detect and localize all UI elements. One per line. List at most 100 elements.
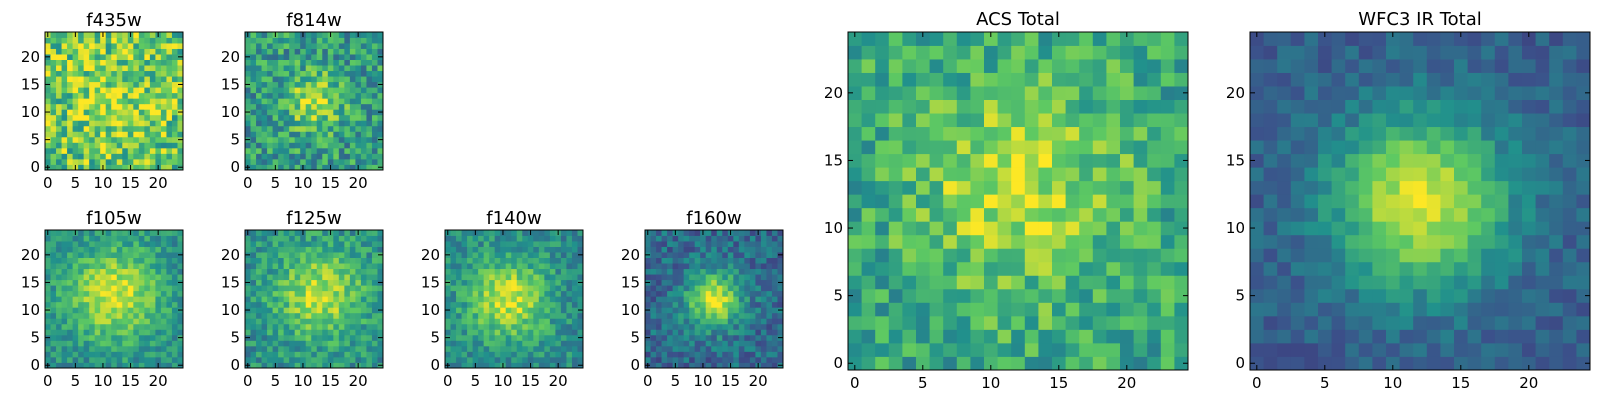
heatmap-cell xyxy=(327,351,334,358)
heatmap-cell xyxy=(311,98,318,105)
heatmap-cell xyxy=(984,126,998,141)
heatmap-cell xyxy=(61,334,68,341)
heatmap-cell xyxy=(256,153,262,160)
heatmap-cell xyxy=(1263,261,1278,276)
heatmap-cell xyxy=(360,279,367,286)
heatmap-cell xyxy=(760,301,767,308)
heatmap-cell xyxy=(166,230,173,236)
heatmap-cell xyxy=(133,48,140,55)
heatmap-cell xyxy=(1038,126,1053,141)
heatmap-cell xyxy=(94,131,101,138)
heatmap-cell xyxy=(1133,302,1148,317)
heatmap-cell xyxy=(705,274,712,281)
heatmap-cell xyxy=(771,345,778,352)
heatmap-cell xyxy=(177,76,184,83)
heatmap-cell xyxy=(300,153,307,160)
heatmap-cell xyxy=(144,257,151,264)
heatmap-cell xyxy=(344,274,351,281)
heatmap-cell xyxy=(1304,248,1319,263)
heatmap-cell xyxy=(1277,207,1292,222)
x-tick-label: 5 xyxy=(271,174,281,192)
heatmap-cell xyxy=(472,235,479,242)
heatmap-cell xyxy=(456,334,462,341)
heatmap-cell xyxy=(544,257,551,264)
heatmap-cell xyxy=(289,87,296,94)
heatmap-cell xyxy=(283,334,290,341)
heatmap-cell xyxy=(771,318,778,325)
heatmap-cell xyxy=(111,131,118,138)
heatmap-cell xyxy=(360,37,367,44)
heatmap-cell xyxy=(105,43,112,49)
heatmap-cell xyxy=(371,263,378,270)
heatmap-cell xyxy=(144,70,151,77)
heatmap-cell xyxy=(1290,221,1305,236)
heatmap-cell xyxy=(956,45,971,60)
heatmap-cell xyxy=(300,70,307,77)
heatmap-cell xyxy=(450,301,457,308)
heatmap-cell xyxy=(916,113,930,128)
heatmap-cell xyxy=(544,318,551,325)
heatmap-cell xyxy=(516,356,523,363)
heatmap-cell xyxy=(667,263,673,270)
heatmap-cell xyxy=(483,268,490,275)
heatmap-cell xyxy=(171,323,178,330)
heatmap-cell xyxy=(133,87,140,94)
heatmap-cell xyxy=(78,252,85,258)
heatmap-cell xyxy=(1065,99,1080,114)
heatmap-cell xyxy=(467,318,473,325)
heatmap-cell xyxy=(371,285,378,292)
heatmap-cell xyxy=(1011,207,1026,222)
heatmap-cell xyxy=(360,43,367,49)
heatmap-cell xyxy=(155,147,162,154)
heatmap-cell xyxy=(344,59,351,66)
heatmap-cell xyxy=(689,235,696,242)
heatmap-cell xyxy=(344,323,351,330)
heatmap-cell xyxy=(166,279,173,286)
heatmap-cell xyxy=(267,252,273,258)
heatmap-cell xyxy=(338,279,345,286)
heatmap-cell xyxy=(744,362,751,369)
heatmap-cell xyxy=(294,87,301,94)
heatmap-cell xyxy=(771,351,778,358)
heatmap-cell xyxy=(527,312,534,319)
heatmap-cell xyxy=(305,235,312,242)
heatmap-cell xyxy=(371,356,378,363)
heatmap-cell xyxy=(261,54,268,60)
heatmap-cell xyxy=(94,268,101,275)
heatmap-cell xyxy=(1508,342,1523,357)
heatmap-cell xyxy=(349,43,356,49)
heatmap-cell xyxy=(1522,167,1536,182)
heatmap-cell xyxy=(467,285,473,292)
heatmap-cell xyxy=(1562,180,1577,195)
heatmap-cell xyxy=(155,235,162,242)
heatmap-cell xyxy=(377,120,384,127)
heatmap-cell xyxy=(450,268,457,275)
heatmap-cell xyxy=(45,351,51,358)
heatmap-cell xyxy=(127,131,134,138)
heatmap-cell xyxy=(355,37,362,44)
heatmap-cell xyxy=(122,125,129,132)
heatmap-cell xyxy=(1386,248,1400,263)
heatmap-cell xyxy=(256,32,262,38)
heatmap-cell xyxy=(875,207,890,222)
heatmap-cell xyxy=(144,120,151,127)
heatmap-cell xyxy=(300,307,307,314)
heatmap-cell xyxy=(333,246,340,253)
heatmap-cell xyxy=(672,318,679,325)
heatmap-cell xyxy=(144,241,151,247)
heatmap-cell xyxy=(56,290,62,297)
heatmap-cell xyxy=(689,301,696,308)
heatmap-cell xyxy=(694,356,701,363)
heatmap-cell xyxy=(861,194,876,209)
heatmap-cell xyxy=(267,43,273,49)
heatmap-cell xyxy=(461,318,468,325)
heatmap-cell xyxy=(689,356,696,363)
heatmap-cell xyxy=(272,318,279,325)
heatmap-cell xyxy=(1106,59,1121,73)
heatmap-cell xyxy=(1024,207,1039,222)
heatmap-cell xyxy=(760,296,767,303)
heatmap-cell xyxy=(100,329,107,336)
heatmap-cell xyxy=(78,59,85,66)
heatmap-cell xyxy=(533,301,540,308)
heatmap-cell xyxy=(166,147,173,154)
